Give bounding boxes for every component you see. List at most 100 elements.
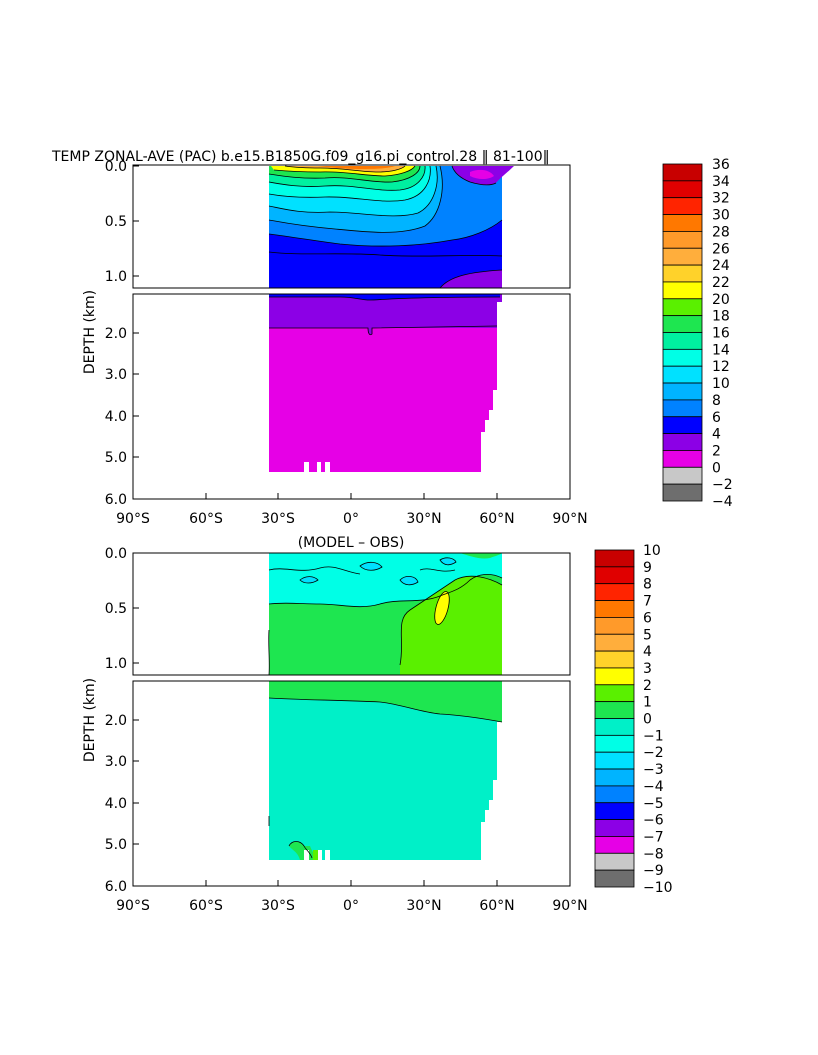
plot-2-x-ticks: 90°S 60°S 30°S 0° 30°N 60°N 90°N <box>116 898 588 914</box>
colorbar-1-swatch-5 <box>662 247 703 266</box>
plot-1-xtick-60N: 60°N <box>479 511 514 527</box>
colorbar-1-label-10: 16 <box>712 326 730 342</box>
colorbar-1-label-14: 8 <box>712 393 721 409</box>
plot-1-upper-field <box>268 165 514 289</box>
plot-1-title: TEMP ZONAL-AVE (PAC) b.e15.B1850G.f09_g1… <box>51 149 550 165</box>
plot-1-ylabel: DEPTH (km) <box>82 290 98 374</box>
colorbar-1-swatch-2 <box>662 197 703 215</box>
plot-1-ytick-0.5: 0.5 <box>105 214 127 230</box>
plot-1-ytick-5.0: 5.0 <box>105 450 127 466</box>
colorbar-1-swatch-11 <box>662 348 703 367</box>
colorbar-1-swatch-15 <box>662 416 703 435</box>
plot-2-xtick-30S: 30°S <box>261 898 295 914</box>
plot-1-y-ticks: 0.0 0.5 1.0 2.0 3.0 4.0 5.0 6.0 <box>105 159 127 508</box>
plot-1-xtick-30N: 30°N <box>406 511 441 527</box>
plot-2-xtick-60S: 60°S <box>189 898 223 914</box>
plot-2: (MODEL – OBS) <box>82 535 673 914</box>
colorbar-1-swatch-19 <box>662 483 703 502</box>
plot-1-xtick-90N: 90°N <box>552 511 587 527</box>
colorbar-1-label-16: 4 <box>712 427 721 443</box>
plot-2-xtick-30N: 30°N <box>406 898 441 914</box>
plot-2-ytick-5.0: 5.0 <box>105 837 127 853</box>
colorbar-2-label-17: −7 <box>643 829 664 845</box>
plot-1-upper-frame <box>132 164 571 289</box>
colorbar-2-label-0: 10 <box>643 543 661 559</box>
plot-1-xtick-30S: 30°S <box>261 511 295 527</box>
colorbar-2-swatch-0 <box>594 549 635 568</box>
colorbar-1-label-12: 12 <box>712 359 730 375</box>
plot-2-xtick-90S: 90°S <box>116 898 150 914</box>
colorbar-1-swatch-10 <box>662 332 703 350</box>
colorbar-2-swatch-1 <box>594 566 635 585</box>
plot-2-upper-frame <box>132 552 571 676</box>
plot-2-title: (MODEL – OBS) <box>298 535 405 551</box>
colorbar-2-label-1: 9 <box>643 560 652 576</box>
colorbar-1-swatch-3 <box>662 214 703 232</box>
plot-1-ytick-0.0: 0.0 <box>105 159 127 175</box>
colorbar-2-label-8: 2 <box>643 678 652 694</box>
colorbar-1-swatch-8 <box>662 298 703 317</box>
colorbar-1-swatch-0 <box>662 163 703 182</box>
colorbar-2-label-19: −9 <box>643 863 664 879</box>
colorbar-1-swatch-13 <box>662 382 703 401</box>
plot-1-ytick-3.0: 3.0 <box>105 367 127 383</box>
plot-2-lower-field <box>268 681 503 860</box>
colorbar-2-swatch-19 <box>594 869 635 888</box>
plot-2-y-tickmarks <box>133 552 139 845</box>
colorbar-1-label-9: 18 <box>712 309 730 325</box>
colorbar-1-swatch-16 <box>662 433 703 451</box>
colorbar-2-swatch-15 <box>594 802 635 821</box>
colorbar-1-label-13: 10 <box>712 376 730 392</box>
colorbar-2-label-4: 6 <box>643 610 652 626</box>
colorbar-1-label-7: 22 <box>712 275 730 291</box>
colorbar-1-swatch-14 <box>662 399 703 418</box>
colorbar-2-label-14: −4 <box>643 779 664 795</box>
colorbar-2-label-15: −5 <box>643 796 664 812</box>
plot-2-xtick-0: 0° <box>343 898 359 914</box>
plot-1-y-tickmarks <box>133 165 139 458</box>
colorbar-1-label-4: 28 <box>712 224 730 240</box>
colorbar-1-label-15: 6 <box>712 410 721 426</box>
colorbar-2-label-7: 3 <box>643 661 652 677</box>
colorbar-2-swatch-12 <box>594 751 635 770</box>
plot-1-ytick-6.0: 6.0 <box>105 492 127 508</box>
plot-2-ylabel: DEPTH (km) <box>82 678 98 762</box>
colorbar-2-swatch-16 <box>594 819 635 837</box>
plot-1-lower-field <box>269 294 502 472</box>
colorbar-1-label-20: −4 <box>712 494 733 510</box>
colorbar-2-label-9: 1 <box>643 695 652 711</box>
colorbar-1-swatch-18 <box>662 466 703 485</box>
plot-2-ytick-1.0: 1.0 <box>105 656 127 672</box>
colorbar-1-label-19: −2 <box>712 477 733 493</box>
plot-2-ytick-4.0: 4.0 <box>105 796 127 812</box>
colorbar-1-label-6: 24 <box>712 258 730 274</box>
colorbar-2-label-2: 8 <box>643 577 652 593</box>
colorbar-2-label-13: −3 <box>643 762 664 778</box>
colorbar-2-label-11: −1 <box>643 728 664 744</box>
colorbar-2-label-6: 4 <box>643 644 652 660</box>
colorbar-2-swatch-4 <box>594 617 635 635</box>
plot-2-upper-field <box>268 553 503 676</box>
colorbar-2-label-18: −8 <box>643 846 664 862</box>
colorbar-2-label-5: 5 <box>643 627 652 643</box>
plot-2-xtick-60N: 60°N <box>479 898 514 914</box>
colorbar-2-swatch-8 <box>594 684 635 703</box>
colorbar-1-swatch-7 <box>662 281 703 300</box>
colorbar-2-swatch-18 <box>594 852 635 871</box>
colorbar-1-label-2: 32 <box>712 191 730 207</box>
plot-1-ytick-1.0: 1.0 <box>105 269 127 285</box>
colorbar-2-label-16: −6 <box>643 813 664 829</box>
colorbar-2-swatch-7 <box>594 667 635 686</box>
plot-2-ytick-2.0: 2.0 <box>105 713 127 729</box>
colorbar-2-swatch-10 <box>594 718 635 736</box>
colorbar-1-swatch-9 <box>662 315 703 333</box>
plot-1-ytick-2.0: 2.0 <box>105 326 127 342</box>
colorbar-2-swatch-17 <box>594 836 635 854</box>
colorbar-2-swatch-14 <box>594 785 635 804</box>
colorbar-2-swatch-5 <box>594 633 635 652</box>
colorbar-2-swatch-6 <box>594 650 635 669</box>
colorbar-2-swatch-11 <box>594 734 635 753</box>
